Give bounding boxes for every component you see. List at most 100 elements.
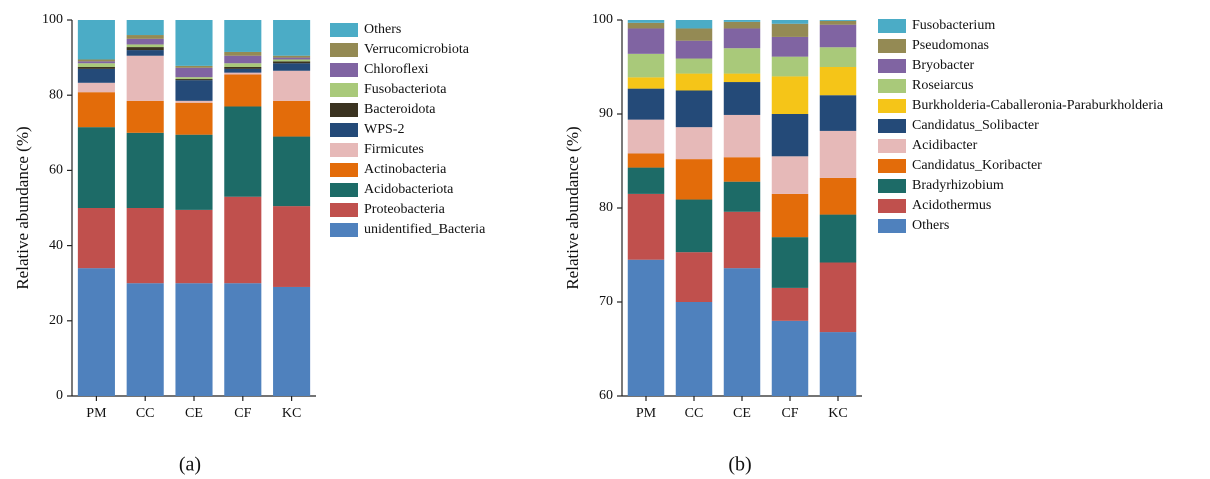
x-tick-label: CC bbox=[136, 406, 155, 421]
caption: (b) bbox=[728, 454, 751, 476]
bar-segment bbox=[627, 53, 665, 78]
bar-segment bbox=[126, 208, 164, 284]
bar-segment bbox=[771, 114, 809, 157]
bar-segment bbox=[273, 61, 311, 64]
bar-segment bbox=[675, 28, 713, 41]
legend-label: Acidibacter bbox=[912, 138, 978, 153]
bar-segment bbox=[771, 56, 809, 77]
bar-segment bbox=[771, 320, 809, 396]
bar-segment bbox=[77, 68, 115, 83]
bar-segment bbox=[675, 20, 713, 29]
legend-swatch bbox=[330, 123, 358, 137]
bar-segment bbox=[224, 20, 262, 52]
legend-label: Actinobacteria bbox=[364, 162, 447, 177]
legend-label: Candidatus_Solibacter bbox=[912, 118, 1039, 133]
bar-segment bbox=[819, 332, 857, 396]
bar-segment bbox=[175, 283, 213, 396]
bar-segment bbox=[627, 167, 665, 194]
legend-label: Roseiarcus bbox=[912, 78, 973, 93]
bar-segment bbox=[771, 287, 809, 321]
legend-swatch bbox=[330, 203, 358, 217]
bar-segment bbox=[175, 209, 213, 284]
bar-segment bbox=[771, 156, 809, 194]
bar-segment bbox=[224, 196, 262, 284]
y-axis-label: Relative abundance (%) bbox=[13, 126, 32, 289]
legend-swatch bbox=[878, 99, 906, 113]
bar-segment bbox=[224, 67, 262, 69]
bar-segment bbox=[175, 77, 213, 80]
bar-segment bbox=[224, 68, 262, 73]
bar-segment bbox=[126, 20, 164, 36]
x-tick-label: CF bbox=[781, 406, 798, 421]
bar-segment bbox=[175, 67, 213, 78]
legend-swatch bbox=[330, 23, 358, 37]
legend-label: Others bbox=[912, 218, 949, 233]
x-tick-label: PM bbox=[86, 406, 107, 421]
bar-segment bbox=[627, 22, 665, 29]
legend-label: unidentified_Bacteria bbox=[364, 222, 486, 237]
x-tick-label: PM bbox=[636, 406, 657, 421]
bar-segment bbox=[627, 259, 665, 396]
legend-label: Burkholderia-Caballeronia-Paraburkholder… bbox=[912, 98, 1164, 113]
bar-segment bbox=[273, 286, 311, 396]
legend-swatch bbox=[878, 159, 906, 173]
bar-segment bbox=[224, 55, 262, 64]
legend-swatch bbox=[878, 219, 906, 233]
legend-label: Fusobacteriota bbox=[364, 82, 447, 97]
bar-segment bbox=[819, 20, 857, 25]
bar-segment bbox=[771, 76, 809, 114]
y-axis-label: Relative abundance (%) bbox=[563, 126, 582, 289]
bar-segment bbox=[175, 102, 213, 135]
legend-label: Bryobacter bbox=[912, 58, 975, 73]
bar-segment bbox=[723, 157, 761, 182]
bar-segment bbox=[273, 59, 311, 62]
bar-segment bbox=[273, 63, 311, 71]
bar-segment bbox=[126, 100, 164, 133]
bar-segment bbox=[819, 177, 857, 215]
bar-segment bbox=[771, 20, 809, 24]
bar-segment bbox=[77, 59, 115, 62]
legend-label: Pseudomonas bbox=[912, 38, 989, 53]
bar-segment bbox=[675, 127, 713, 160]
bar-segment bbox=[126, 44, 164, 48]
bar-segment bbox=[675, 40, 713, 59]
bar-segment bbox=[224, 283, 262, 396]
legend-swatch bbox=[878, 119, 906, 133]
x-tick-label: KC bbox=[282, 406, 301, 421]
bar-segment bbox=[126, 283, 164, 396]
y-tick-label: 20 bbox=[49, 313, 63, 328]
legend-label: Acidothermus bbox=[912, 198, 991, 213]
y-tick-label: 80 bbox=[49, 87, 63, 102]
bar-segment bbox=[675, 302, 713, 396]
y-tick-label: 100 bbox=[42, 12, 63, 27]
y-tick-label: 60 bbox=[599, 388, 613, 403]
legend-swatch bbox=[330, 183, 358, 197]
bar-segment bbox=[175, 134, 213, 210]
y-tick-label: 100 bbox=[592, 12, 613, 27]
bar-segment bbox=[723, 114, 761, 158]
bar-segment bbox=[224, 72, 262, 75]
bar-segment bbox=[126, 50, 164, 56]
bar-segment bbox=[675, 90, 713, 128]
bar-segment bbox=[723, 211, 761, 269]
legend-swatch bbox=[330, 163, 358, 177]
bar-segment bbox=[627, 28, 665, 54]
bar-segment bbox=[175, 80, 213, 101]
bar-segment bbox=[819, 214, 857, 263]
x-tick-label: KC bbox=[828, 406, 847, 421]
bar-segment bbox=[77, 61, 115, 64]
bar-segment bbox=[175, 20, 213, 66]
bar-segment bbox=[627, 193, 665, 260]
legend-swatch bbox=[330, 83, 358, 97]
bar-segment bbox=[77, 92, 115, 128]
x-tick-label: CF bbox=[234, 406, 251, 421]
bar-segment bbox=[723, 73, 761, 83]
legend-swatch bbox=[330, 103, 358, 117]
bar-segment bbox=[224, 51, 262, 56]
legend-label: Proteobacteria bbox=[364, 202, 446, 217]
legend-swatch bbox=[878, 139, 906, 153]
legend-swatch bbox=[878, 179, 906, 193]
legend-swatch bbox=[878, 199, 906, 213]
legend-label: Bradyrhizobium bbox=[912, 178, 1004, 193]
bar-segment bbox=[819, 262, 857, 333]
